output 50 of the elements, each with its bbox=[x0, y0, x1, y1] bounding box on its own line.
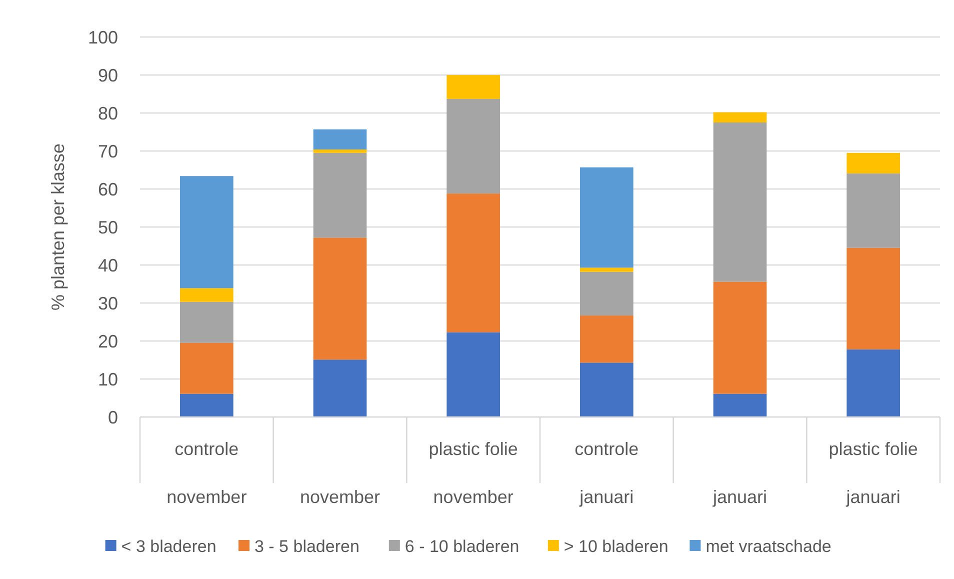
x-tick-label: november bbox=[300, 487, 380, 507]
bar bbox=[180, 302, 234, 343]
y-tick-label: 50 bbox=[98, 217, 118, 238]
y-tick-label: 20 bbox=[98, 331, 118, 352]
y-tick-label: 100 bbox=[88, 27, 118, 48]
y-tick-label: 30 bbox=[98, 293, 118, 314]
bar bbox=[713, 394, 767, 417]
bar bbox=[846, 173, 900, 248]
y-tick-label: 0 bbox=[108, 407, 118, 428]
bar bbox=[580, 167, 634, 268]
bar bbox=[713, 282, 767, 394]
bar bbox=[313, 149, 367, 153]
bar bbox=[846, 152, 900, 174]
bar bbox=[446, 75, 500, 99]
y-tick-label: 80 bbox=[98, 103, 118, 124]
bar bbox=[446, 194, 500, 332]
y-tick-label: 10 bbox=[98, 369, 118, 390]
y-tick-label: 70 bbox=[98, 141, 118, 162]
legend-label: < 3 bladeren bbox=[121, 536, 216, 556]
legend-label: 6 - 10 bladeren bbox=[404, 536, 520, 556]
category-label: plastic folie januari bbox=[828, 439, 918, 507]
bar bbox=[580, 316, 634, 363]
bar bbox=[313, 360, 367, 417]
y-tick-label: 90 bbox=[98, 65, 118, 86]
y-tick-label: 40 bbox=[98, 255, 118, 276]
legend-label: 3 - 5 bladeren bbox=[254, 536, 360, 556]
bar bbox=[180, 176, 234, 288]
category-label: controle januari bbox=[574, 439, 639, 507]
category-label: plastic folie november bbox=[428, 439, 518, 507]
bar bbox=[713, 112, 767, 122]
bar bbox=[580, 272, 634, 316]
bar bbox=[446, 332, 500, 417]
bar bbox=[580, 268, 634, 272]
bar bbox=[180, 394, 234, 417]
bar bbox=[313, 129, 367, 150]
y-tick-label: 60 bbox=[98, 179, 118, 200]
bar bbox=[313, 238, 367, 360]
bar bbox=[446, 98, 500, 194]
bar bbox=[180, 342, 234, 394]
legend-label: > 10 bladeren bbox=[564, 536, 668, 556]
bar bbox=[846, 349, 900, 417]
bar bbox=[713, 122, 767, 282]
bar bbox=[580, 362, 634, 417]
x-tick-label: januari bbox=[712, 487, 768, 507]
bar bbox=[180, 288, 234, 302]
y-axis-title: % planten per klasse bbox=[48, 143, 68, 311]
category-label: controle november bbox=[166, 439, 247, 507]
bar bbox=[313, 152, 367, 238]
legend-label: met vraatschade bbox=[706, 536, 832, 556]
bar bbox=[846, 248, 900, 350]
